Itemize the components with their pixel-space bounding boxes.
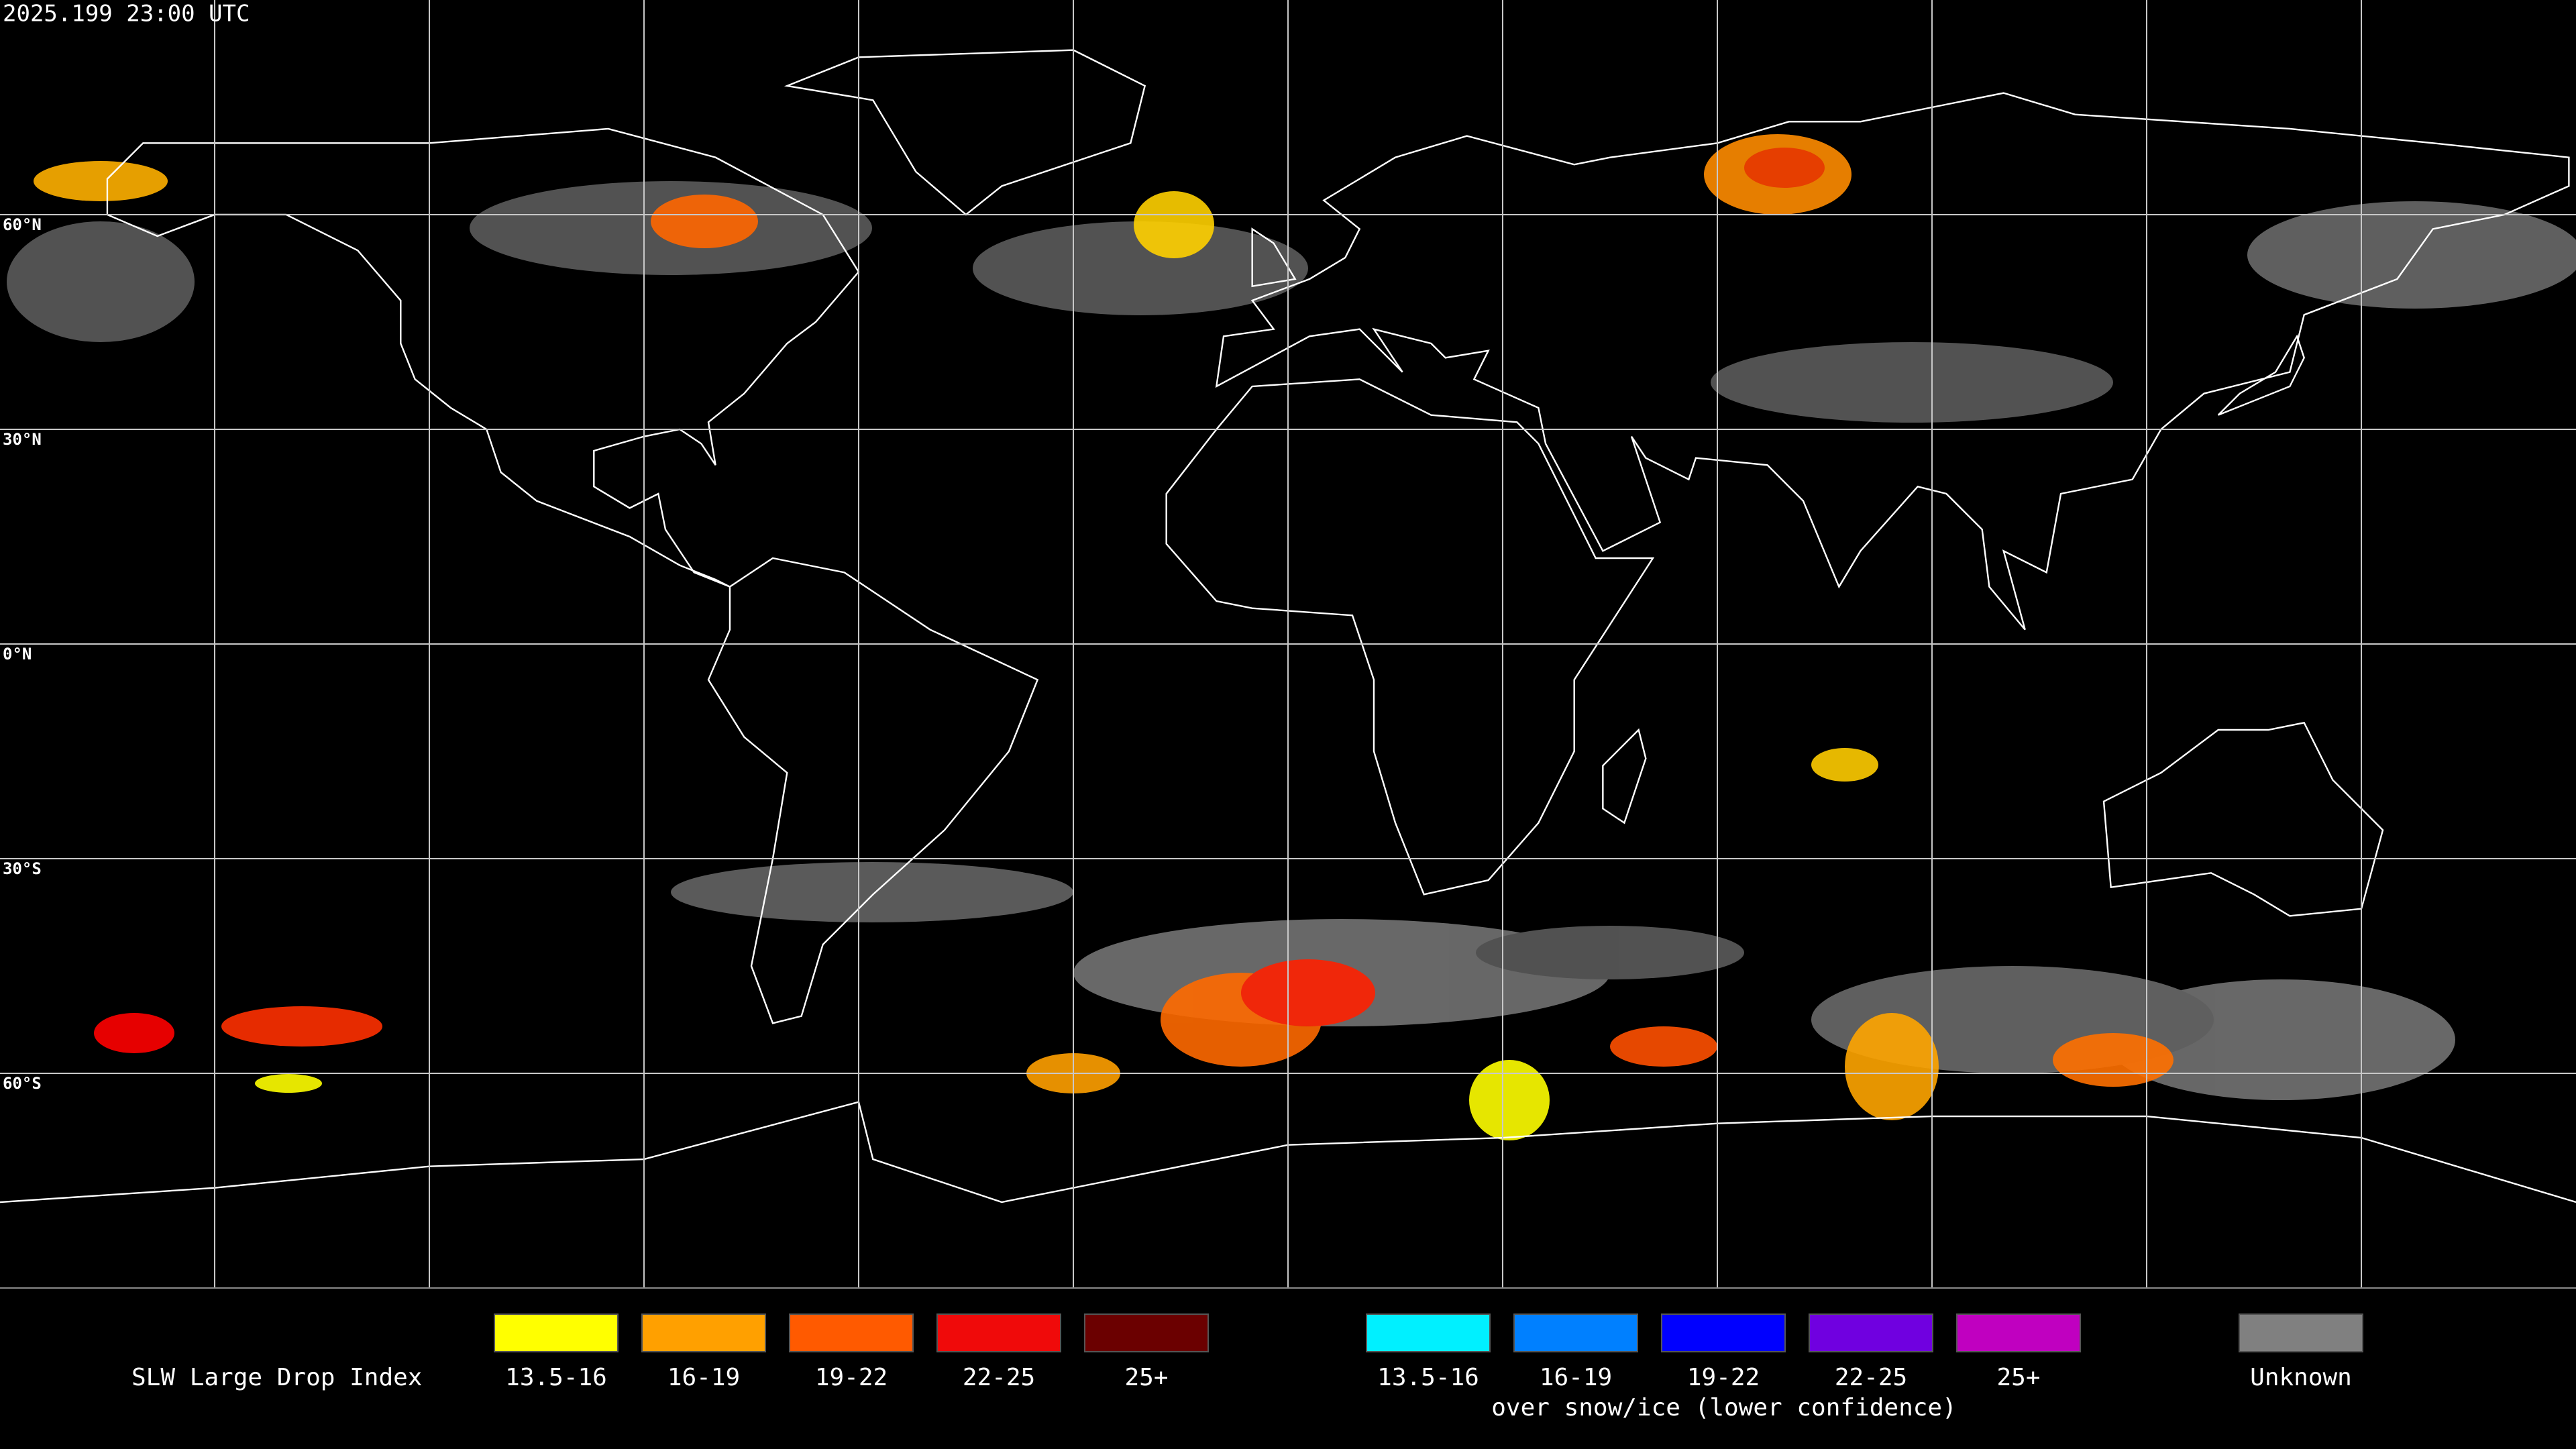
patch <box>1845 1013 1939 1120</box>
legend-label: 13.5-16 <box>1377 1364 1479 1391</box>
great-britain <box>1252 229 1295 286</box>
latitude-label: 60°S <box>3 1074 42 1093</box>
south-america <box>708 558 1038 1023</box>
latitude-label: 0°N <box>3 645 32 663</box>
latitude-label: 30°S <box>3 859 42 878</box>
cloud <box>1476 926 1744 979</box>
legend-swatch <box>1661 1313 1786 1352</box>
legend-label: 25+ <box>1124 1364 1168 1391</box>
patch <box>651 195 758 248</box>
latitude-label: 60°N <box>3 215 42 234</box>
legend-label: 25+ <box>1996 1364 2040 1391</box>
australia <box>2104 722 2383 916</box>
legend-swatch <box>1366 1313 1491 1352</box>
legend-label: 22-25 <box>963 1364 1035 1391</box>
legend-caption: over snow/ice (lower confidence) <box>1491 1394 1957 1421</box>
patch <box>94 1013 174 1053</box>
patch <box>1610 1026 1717 1067</box>
timestamp: 2025.199 23:00 UTC <box>3 1 250 28</box>
legend-swatch <box>2239 1313 2363 1352</box>
legend-swatch <box>641 1313 766 1352</box>
patch <box>1241 959 1375 1026</box>
north-america <box>107 129 859 587</box>
legend-swatch <box>1956 1313 2081 1352</box>
patch <box>1469 1060 1550 1140</box>
legend-label: 16-19 <box>667 1364 740 1391</box>
legend-label: 13.5-16 <box>505 1364 607 1391</box>
legend-swatch <box>1084 1313 1209 1352</box>
legend-label: 19-22 <box>815 1364 888 1391</box>
legend-label: Unknown <box>2250 1364 2352 1391</box>
patch <box>2053 1033 2174 1087</box>
africa <box>1167 379 1653 894</box>
cloud <box>2247 201 2576 309</box>
cloud <box>7 221 195 342</box>
patch <box>34 161 168 201</box>
cloud <box>1711 342 2113 423</box>
japan <box>2218 336 2304 415</box>
legend-swatch <box>1809 1313 1933 1352</box>
legend-title: SLW Large Drop Index <box>131 1364 422 1391</box>
coastlines <box>0 50 2576 1202</box>
legend-label: 19-22 <box>1687 1364 1760 1391</box>
cloud <box>671 862 1073 922</box>
greenland <box>787 50 1144 215</box>
legend-swatch <box>789 1313 914 1352</box>
legend-swatch <box>936 1313 1061 1352</box>
patch <box>1744 148 1825 188</box>
legend-swatch <box>1513 1313 1638 1352</box>
legend-label: 22-25 <box>1835 1364 1907 1391</box>
madagascar <box>1603 730 1646 823</box>
cloud <box>973 221 1308 315</box>
eurasia <box>1216 93 2569 630</box>
legend-label: 16-19 <box>1540 1364 1612 1391</box>
patch <box>1134 191 1214 258</box>
latitude-label: 30°N <box>3 430 42 449</box>
patch <box>255 1074 322 1093</box>
antarctica <box>0 1102 2576 1202</box>
cloud-field <box>7 181 2576 1100</box>
legend-swatch <box>494 1313 619 1352</box>
patch <box>1811 748 1878 782</box>
patch <box>221 1006 382 1046</box>
